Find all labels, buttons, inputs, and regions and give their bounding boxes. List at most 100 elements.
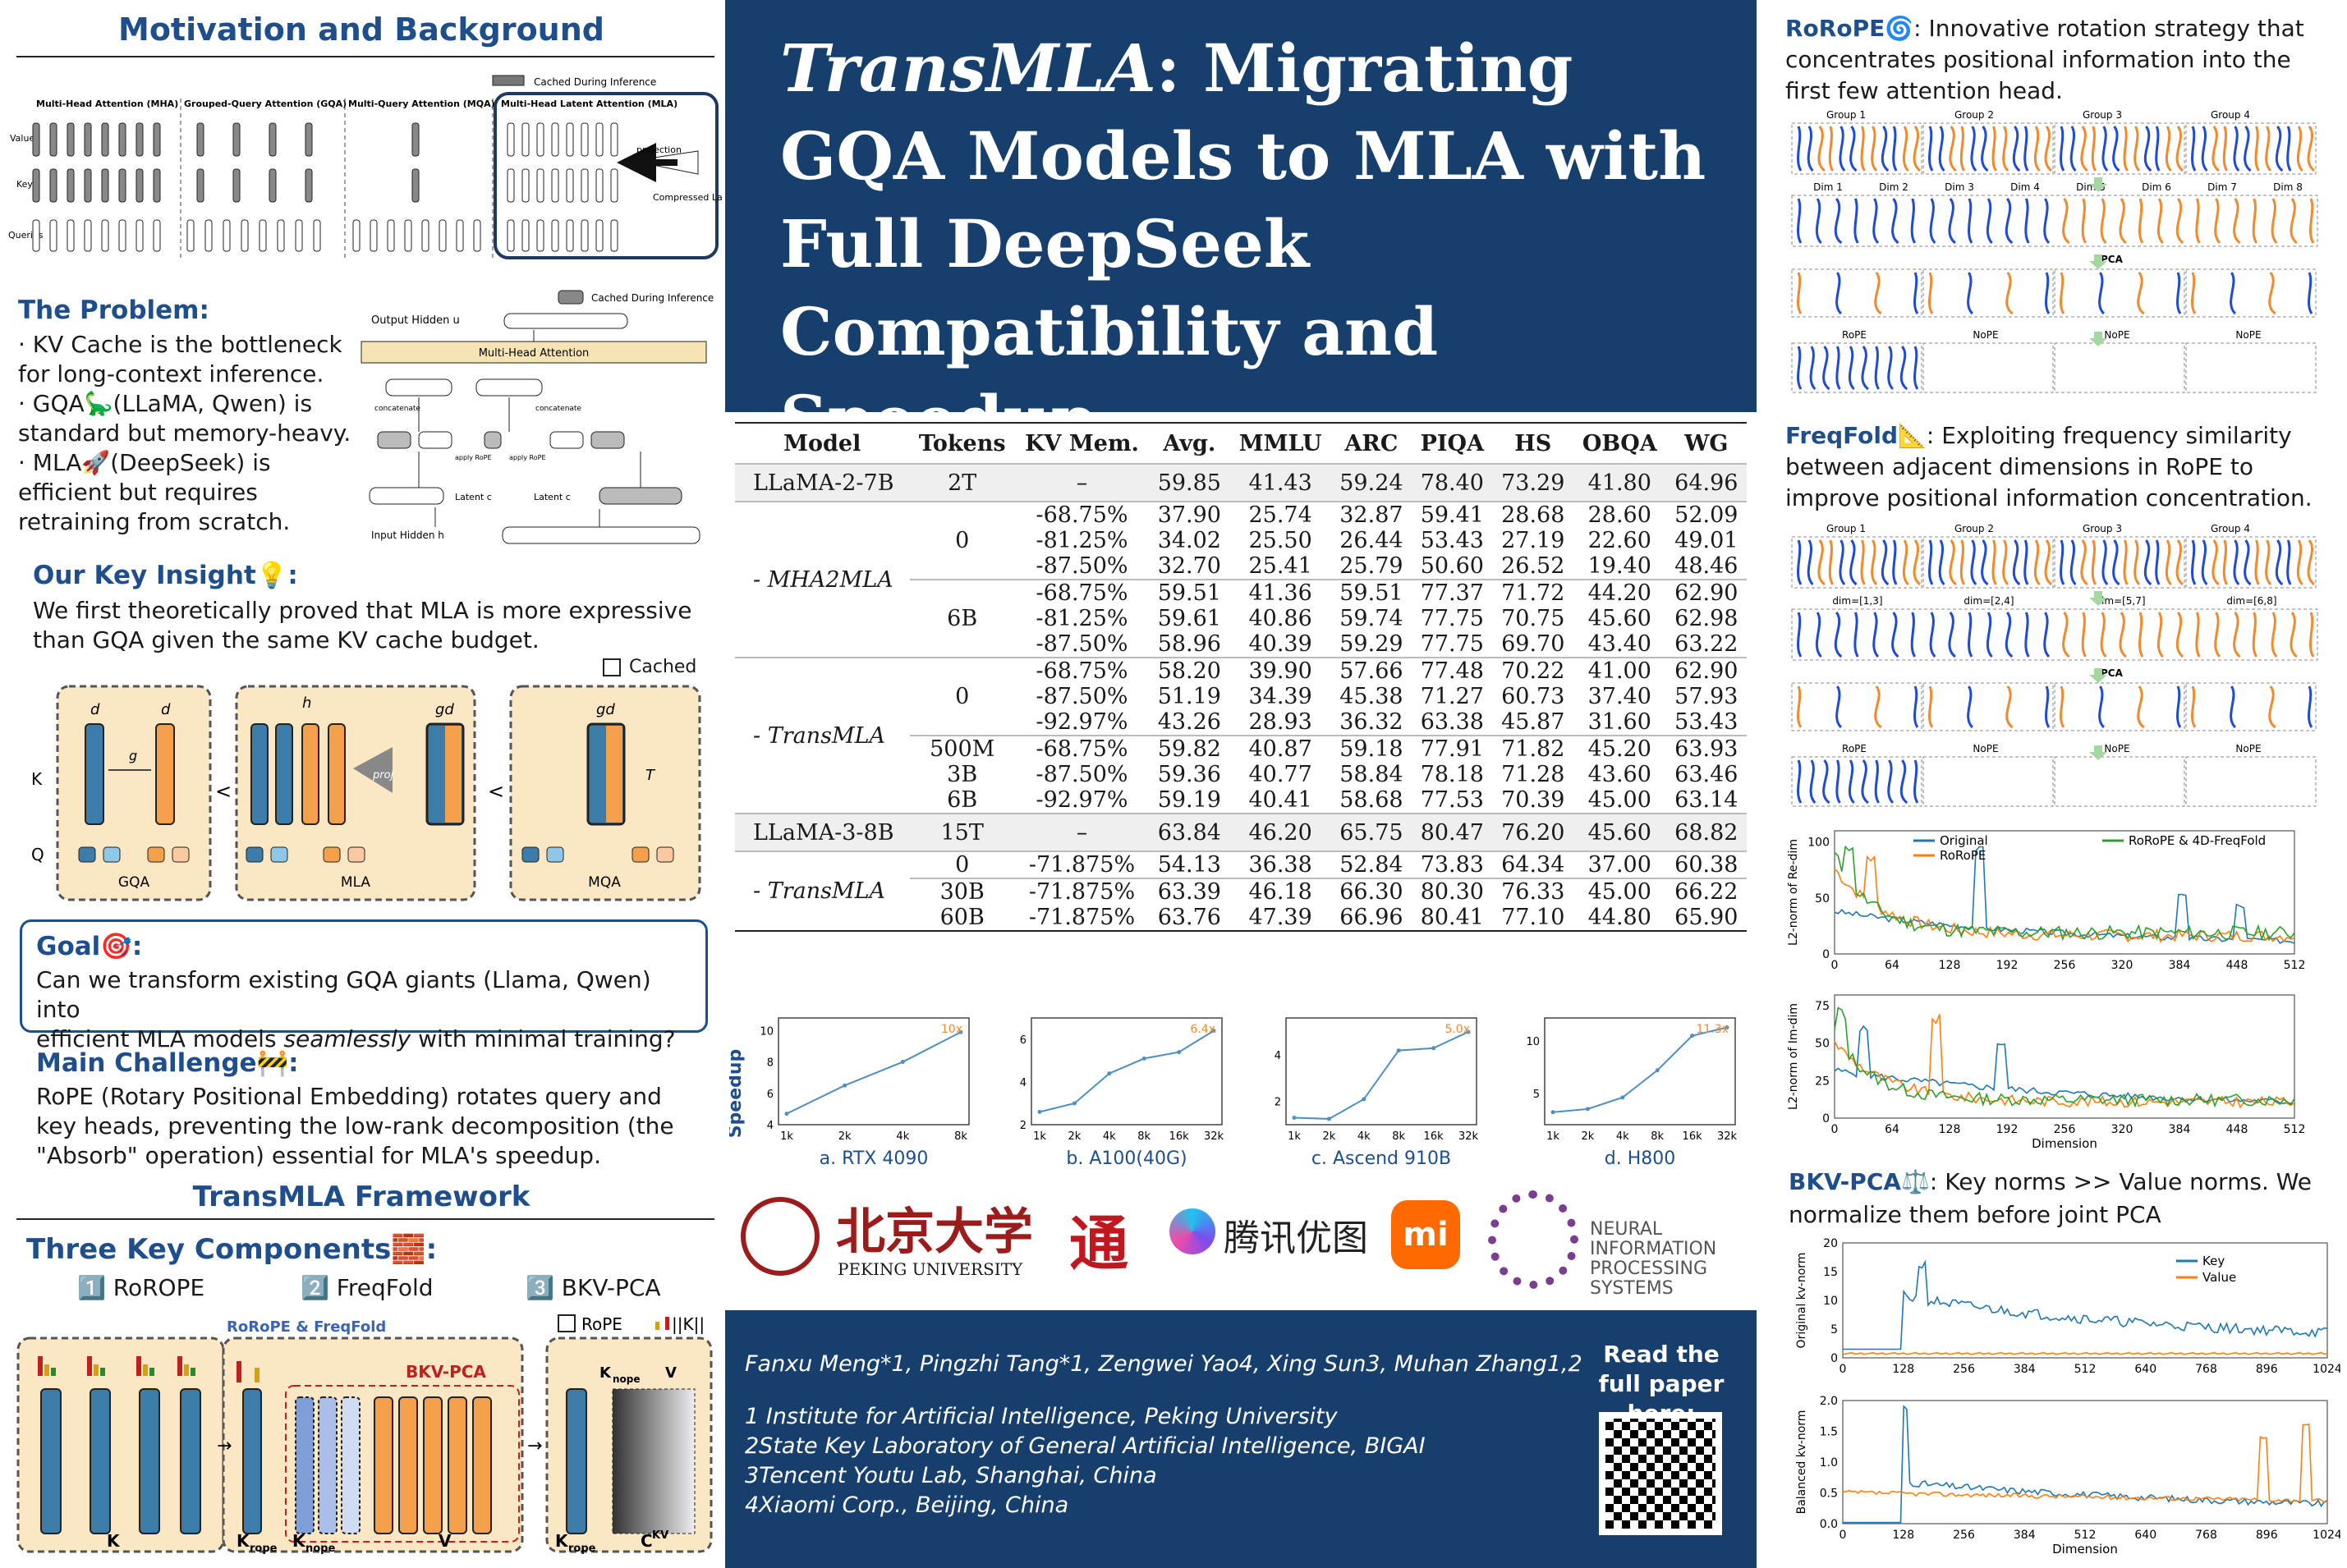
wave-line xyxy=(1910,198,1917,244)
x-tick: 448 xyxy=(2226,1123,2248,1136)
wave-line xyxy=(2165,539,2172,586)
dim-label: dim=[2,4] xyxy=(1963,595,2014,607)
wave-line xyxy=(1797,612,1803,658)
goal-text: Can we transform existing GQA giants (Ll… xyxy=(36,965,701,1054)
wave-line xyxy=(1828,126,1835,172)
y-tick: 100 xyxy=(1807,837,1830,850)
y-tick: 0.0 xyxy=(1820,1518,1838,1531)
wave-line xyxy=(1959,126,1966,172)
motivation-heading: Motivation and Background xyxy=(118,11,604,48)
x-tick: 256 xyxy=(1953,1363,1975,1376)
gqa-caption: GQA xyxy=(118,874,150,891)
wave-line xyxy=(1981,126,1989,172)
speedup-chart-2: 2 4 6 1k 2k 4k 8k 16k 32k 6.4x b. A100(40G) xyxy=(1020,1017,1224,1169)
head-bar xyxy=(411,122,420,157)
head-bar xyxy=(439,219,447,252)
wave-panel xyxy=(1922,268,2054,318)
wave-line xyxy=(2201,126,2208,172)
head-bar xyxy=(118,122,126,157)
results-table-wrap: Model Tokens KV Mem. Avg. MMLU ARC PIQA HS OBQA W… xyxy=(735,422,1747,932)
head-bar xyxy=(521,219,530,252)
wave-line xyxy=(1891,612,1899,658)
y-tick: 2 xyxy=(1020,1120,1027,1132)
data-point xyxy=(1072,1101,1077,1106)
speedup-chart-1: 4 6 8 10 1k 2k 4k 8k 10x a. RTX 4090 xyxy=(760,1017,970,1169)
head-bar xyxy=(32,122,40,157)
mla-box xyxy=(235,685,476,901)
goal-line: Can we transform existing GQA giants (Ll… xyxy=(36,966,651,1023)
wave-line xyxy=(2069,539,2077,586)
y-label: L2-norm of Re-dim xyxy=(1787,839,1800,946)
wave-line xyxy=(1899,759,1908,805)
x-tick: 4k xyxy=(896,1130,909,1143)
freqfold-heading: FreqFold📐 xyxy=(1785,422,1927,449)
wave-panel xyxy=(1922,756,2054,807)
freqfold-diagram: Group 1 Group 2 Group 3 Group 4 dim=[1,3] dim… xyxy=(1791,523,2318,807)
x-tick: 32k xyxy=(1204,1130,1224,1143)
series-line xyxy=(1834,1006,2295,1108)
x-tick: 320 xyxy=(2111,959,2133,972)
head-bar xyxy=(135,168,144,203)
table-row: -92.97% 43.26 28.93 36.32 63.38 45.87 31.60 53.… xyxy=(1036,709,1738,735)
head-bar xyxy=(232,168,241,203)
head-bar xyxy=(387,219,395,252)
results-table: Model Tokens KV Mem. Avg. MMLU ARC PIQA HS OBQA W… xyxy=(735,422,1747,932)
wave-line xyxy=(2175,198,2184,245)
qr-code-icon[interactable] xyxy=(1599,1412,1722,1535)
x-tick: 32k xyxy=(1458,1130,1479,1143)
legend-entry: RoRoPE xyxy=(1940,848,1986,863)
wave-line xyxy=(1874,272,1882,315)
speedup-annotation: 5.0x xyxy=(1444,1023,1470,1036)
table-row: -87.50% 58.96 40.39 59.29 77.75 69.70 43.40 63.… xyxy=(1036,631,1738,657)
speedup-ylabel: Speedup xyxy=(729,1049,746,1139)
down-arrow-icon xyxy=(2089,254,2107,269)
svg-text:d: d xyxy=(90,701,100,718)
speedup-line xyxy=(1552,1026,1728,1113)
data-point xyxy=(1725,1025,1729,1029)
x-tick: 320 xyxy=(2111,1123,2133,1136)
group-label: Group 2 xyxy=(1954,523,1994,534)
wave-line xyxy=(2044,126,2053,172)
head-bar xyxy=(153,219,161,252)
series-line xyxy=(1842,1351,2328,1355)
rorope-diagram: Group 1 Group 2 Group 3 Group 4 Dim 1 Dim 2 Di… xyxy=(1791,109,2318,393)
wave-line xyxy=(2081,198,2087,244)
label-krope: K xyxy=(237,1531,250,1551)
wave-line xyxy=(2133,539,2141,586)
wave-line xyxy=(2002,126,2009,172)
problem-line: retraining from scratch. xyxy=(18,508,291,535)
wave-line xyxy=(1929,198,1936,245)
data-point xyxy=(1431,1046,1436,1051)
x-label: Dimension xyxy=(2052,1542,2118,1557)
rorope-box xyxy=(16,1336,225,1553)
wave-line xyxy=(2175,126,2184,172)
col-header: WG xyxy=(1684,430,1729,456)
group-label: Group 1 xyxy=(1826,523,1866,534)
wave-line xyxy=(2024,612,2030,658)
wave-line xyxy=(2112,126,2120,172)
norm-chart: 0 50 100 0 64 128 192 256 320 384 448 512 L2-norm of… xyxy=(1787,830,2305,972)
wave-line xyxy=(1872,612,1880,658)
wave-panel xyxy=(2185,268,2317,318)
wave-line xyxy=(2024,198,2030,244)
gqa-label: Grouped-Query Attention (GQA) xyxy=(184,99,347,109)
wave-line xyxy=(1871,126,1878,172)
bkvpca-inner-label: BKV-PCA xyxy=(406,1362,486,1382)
wave-panel xyxy=(1791,536,1922,589)
head-bar xyxy=(595,168,604,203)
x-tick: 448 xyxy=(2226,959,2248,972)
dim-label: Dim 8 xyxy=(2273,181,2303,193)
head-bar xyxy=(118,219,126,252)
group-label: Group 3 xyxy=(2083,523,2122,534)
label-knope: K xyxy=(292,1531,306,1551)
dim-label: Dim 4 xyxy=(2010,181,2040,193)
wave-line xyxy=(1881,539,1890,586)
wave-line xyxy=(2081,612,2087,658)
head-bar xyxy=(49,122,57,157)
x-tick: 2k xyxy=(1322,1130,1335,1143)
head-bar xyxy=(421,219,429,252)
wave-line xyxy=(1913,272,1919,314)
x-tick: 8k xyxy=(1651,1130,1664,1143)
wave-line xyxy=(1891,198,1899,245)
